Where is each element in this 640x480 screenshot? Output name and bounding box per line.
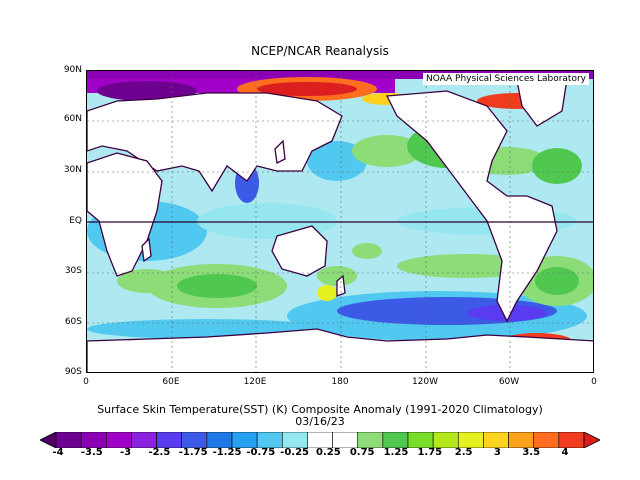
lat-label-30s: 30S xyxy=(64,266,82,276)
colorbar-tick-label: 0.75 xyxy=(349,447,375,458)
colorbar-swatch xyxy=(357,432,384,448)
credit-label: NOAA Physical Sciences Laboratory xyxy=(422,73,589,85)
colorbar-swatch xyxy=(432,432,459,448)
colorbar-tick-label: -3.5 xyxy=(80,447,103,458)
lon-label-120w: 120W xyxy=(411,377,439,387)
lon-label-0-east: 0 xyxy=(591,377,597,387)
caption-title: Surface Skin Temperature(SST) (K) Compos… xyxy=(97,403,543,416)
colorbar-swatch xyxy=(558,432,585,448)
colorbar-swatch xyxy=(231,432,258,448)
caption-date: 03/16/23 xyxy=(295,415,345,428)
lat-label-60n: 60N xyxy=(63,114,82,124)
colorbar-tick-label: 1.25 xyxy=(383,447,409,458)
colorbar-tick-label: -3 xyxy=(120,447,132,458)
lon-label-180: 180 xyxy=(331,377,349,387)
colorbar-swatch xyxy=(407,432,434,448)
colorbar-tick-label: -0.75 xyxy=(246,447,276,458)
colorbar-swatch xyxy=(105,432,132,448)
lat-label-90s: 90S xyxy=(64,367,82,377)
colorbar-swatch xyxy=(483,432,509,448)
colorbar-swatch xyxy=(332,432,359,448)
sst-anomaly-map: NOAA Physical Sciences Laboratory xyxy=(86,70,594,373)
lat-label-90n: 90N xyxy=(63,65,82,75)
continents xyxy=(87,78,593,372)
colorbar-tick-label: 3 xyxy=(493,447,501,458)
lon-label-60w: 60W xyxy=(498,377,520,387)
lat-label-30n: 30N xyxy=(63,165,82,175)
lon-label-120e: 120E xyxy=(243,377,267,387)
colorbar-swatch xyxy=(80,432,107,448)
colorbar-swatch xyxy=(533,432,560,448)
colorbar-tick-label: -1.75 xyxy=(178,447,208,458)
colorbar-swatch xyxy=(508,432,535,448)
colorbar-swatch xyxy=(382,432,409,448)
colorbar-swatch xyxy=(156,432,183,448)
colorbar-tick-label: -1.25 xyxy=(212,447,242,458)
colorbar-swatch xyxy=(281,432,308,448)
colorbar-tick-label: 3.5 xyxy=(522,447,541,458)
colorbar-min-arrow xyxy=(40,432,57,448)
lon-label-0: 0 xyxy=(83,377,89,387)
colorbar-swatch xyxy=(457,432,484,448)
map-canvas xyxy=(87,71,593,372)
chart-title: NCEP/NCAR Reanalysis xyxy=(251,44,389,58)
lon-label-60e: 60E xyxy=(162,377,180,387)
colorbar-tick-label: -4 xyxy=(52,447,64,458)
colorbar-tick-label: -0.25 xyxy=(280,447,309,458)
colorbar-swatch xyxy=(55,432,82,448)
colorbar-tick-label: 4 xyxy=(561,447,569,458)
lat-label-eq: EQ xyxy=(69,216,82,226)
colorbar-tick-label: 0.25 xyxy=(316,447,341,458)
colorbar-swatch xyxy=(307,432,333,448)
colorbar-swatch xyxy=(131,432,157,448)
colorbar-tick-label: 2.5 xyxy=(454,447,473,458)
colorbar-max-arrow xyxy=(583,432,600,448)
colorbar xyxy=(40,432,600,448)
colorbar-swatch xyxy=(181,432,208,448)
colorbar-tick-label: 1.75 xyxy=(417,447,443,458)
lat-label-60s: 60S xyxy=(64,317,82,327)
colorbar-tick-label: -2.5 xyxy=(148,447,171,458)
colorbar-swatch xyxy=(256,432,283,448)
colorbar-swatch xyxy=(206,432,233,448)
